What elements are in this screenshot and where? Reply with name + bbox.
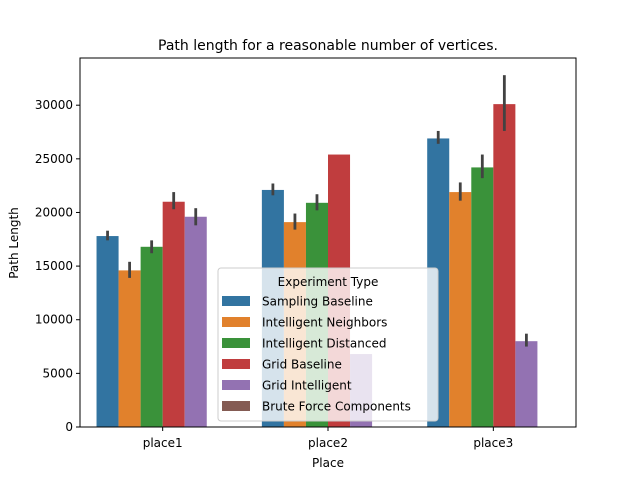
y-tick-label: 5000 xyxy=(42,366,73,380)
bar xyxy=(515,341,538,427)
legend-swatch xyxy=(222,317,250,327)
bar xyxy=(471,167,494,428)
legend-swatch xyxy=(222,401,250,411)
error-bars xyxy=(106,75,528,347)
legend-swatch xyxy=(222,338,250,348)
legend-label: Brute Force Components xyxy=(262,400,411,414)
chart-title: Path length for a reasonable number of v… xyxy=(158,38,498,54)
legend-label: Grid Intelligent xyxy=(262,379,352,393)
y-tick-label: 30000 xyxy=(35,98,73,112)
y-tick-label: 10000 xyxy=(35,313,73,327)
legend-label: Intelligent Distanced xyxy=(262,337,386,351)
bar xyxy=(493,104,516,427)
legend-title: Experiment Type xyxy=(278,275,379,289)
legend-box xyxy=(217,267,439,422)
y-tick-label: 0 xyxy=(65,420,73,434)
x-axis: place1 place2 place3 xyxy=(143,427,513,450)
y-axis: 0 5000 10000 15000 20000 25000 30000 xyxy=(35,98,80,434)
legend-swatch xyxy=(222,380,250,390)
y-axis-label: Path Length xyxy=(7,207,21,279)
bar xyxy=(162,201,185,427)
legend-label: Intelligent Neighbors xyxy=(262,316,387,330)
plot-frame xyxy=(79,57,577,428)
y-tick-label: 15000 xyxy=(35,259,73,273)
bar xyxy=(118,270,141,427)
x-axis-label: Place xyxy=(312,456,344,470)
legend-swatch xyxy=(222,359,250,369)
x-tick-label: place3 xyxy=(473,436,513,450)
legend-swatch xyxy=(222,296,250,306)
bar xyxy=(140,246,163,427)
bar xyxy=(96,236,119,427)
legend: Experiment Type Sampling Baseline Intelli… xyxy=(217,267,439,422)
y-tick-label: 25000 xyxy=(35,152,73,166)
bar xyxy=(449,192,472,427)
legend-items: Sampling Baseline Intelligent Neighbors In… xyxy=(222,295,411,414)
x-tick-label: place2 xyxy=(308,436,348,450)
legend-label: Sampling Baseline xyxy=(262,295,373,309)
bar xyxy=(184,216,207,427)
x-tick-label: place1 xyxy=(143,436,183,450)
legend-label: Grid Baseline xyxy=(262,358,342,372)
y-tick-label: 20000 xyxy=(35,205,73,219)
